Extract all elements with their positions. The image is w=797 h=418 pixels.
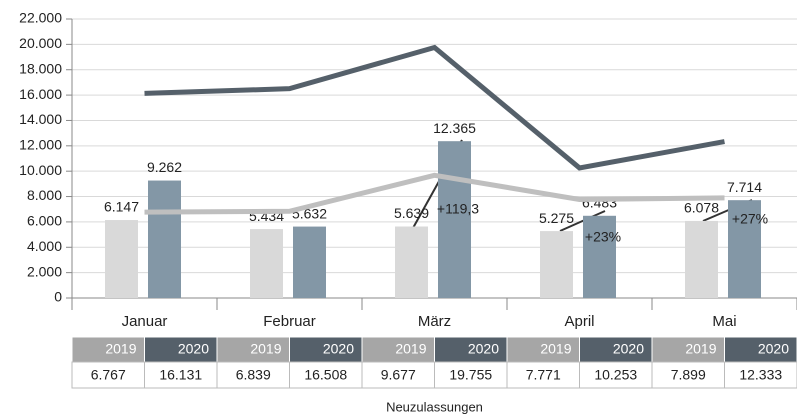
annotation-line (559, 210, 606, 232)
table-value: 16.131 (159, 367, 202, 383)
y-tick-label: 6.000 (27, 213, 62, 229)
data-label: 5.275 (539, 210, 574, 226)
x-tick-label: Januar (122, 313, 168, 330)
bar (728, 200, 761, 298)
table-header-cell (289, 336, 363, 363)
data-label: 12.365 (433, 120, 476, 136)
table-value: 10.253 (594, 367, 637, 383)
table-cell (434, 361, 508, 389)
y-tick-label: 22.000 (19, 10, 62, 26)
bar (438, 141, 471, 298)
table-cell (144, 361, 218, 389)
y-tick-label: 4.000 (27, 238, 62, 254)
y-tick-label: 14.000 (19, 111, 62, 127)
table-cell (71, 361, 145, 389)
bar (148, 180, 181, 298)
y-tick-label: 8.000 (27, 187, 62, 203)
table-header: 2019 (395, 341, 426, 357)
data-label: 9.262 (147, 159, 182, 175)
table-header: 2020 (323, 341, 354, 357)
table-header: 2020 (758, 341, 789, 357)
y-tick-label: 12.000 (19, 137, 62, 153)
table-header: 2019 (540, 341, 571, 357)
table-header-cell (434, 336, 508, 363)
table-value: 12.333 (739, 367, 782, 383)
x-tick-label: März (418, 313, 451, 330)
bar (540, 231, 573, 298)
table-cell (579, 361, 653, 389)
y-tick-label: 2.000 (27, 263, 62, 279)
table-header: 2019 (685, 341, 716, 357)
y-tick-label: 20.000 (19, 35, 62, 51)
annotation: +27% (732, 211, 768, 227)
x-tick-label: April (564, 313, 594, 330)
table-value: 6.767 (91, 367, 126, 383)
table-cell (651, 361, 725, 389)
table-value: 9.677 (381, 367, 416, 383)
data-label: 6.078 (684, 200, 719, 216)
y-tick-label: 10.000 (19, 162, 62, 178)
line (144, 44, 725, 171)
data-label: 6.147 (104, 199, 139, 215)
table-value: 19.755 (449, 367, 492, 383)
table-header-cell (506, 336, 580, 363)
bar (395, 226, 428, 298)
data-label: 5.639 (394, 205, 429, 221)
bar (293, 226, 326, 298)
table-cell (506, 361, 580, 389)
table-header-cell (651, 336, 725, 363)
table-caption: Neuzulassungen (386, 399, 483, 414)
y-tick-label: 0 (54, 289, 62, 305)
table-value: 7.771 (526, 367, 561, 383)
table-cell (724, 361, 797, 389)
line (144, 172, 725, 215)
table-value: 16.508 (304, 367, 347, 383)
bar (250, 229, 283, 298)
table-header: 2019 (105, 341, 136, 357)
table-cell (361, 361, 435, 389)
bar (685, 220, 718, 298)
table-cell (216, 361, 290, 389)
table-header: 2020 (468, 341, 499, 357)
table-value: 7.899 (671, 367, 706, 383)
y-tick-label: 16.000 (19, 86, 62, 102)
y-tick-label: 18.000 (19, 60, 62, 76)
table-value: 6.839 (236, 367, 271, 383)
bar (583, 215, 616, 298)
annotation: +23% (585, 229, 621, 245)
data-label: 7.714 (727, 179, 762, 195)
annotation: +119,3 (437, 201, 479, 217)
table-header: 2019 (250, 341, 281, 357)
table-header: 2020 (613, 341, 644, 357)
x-tick-label: Februar (263, 313, 316, 330)
x-tick-label: Mai (712, 313, 736, 330)
table-header-cell (361, 336, 435, 363)
table-header: 2020 (178, 341, 209, 357)
bar (105, 220, 138, 298)
